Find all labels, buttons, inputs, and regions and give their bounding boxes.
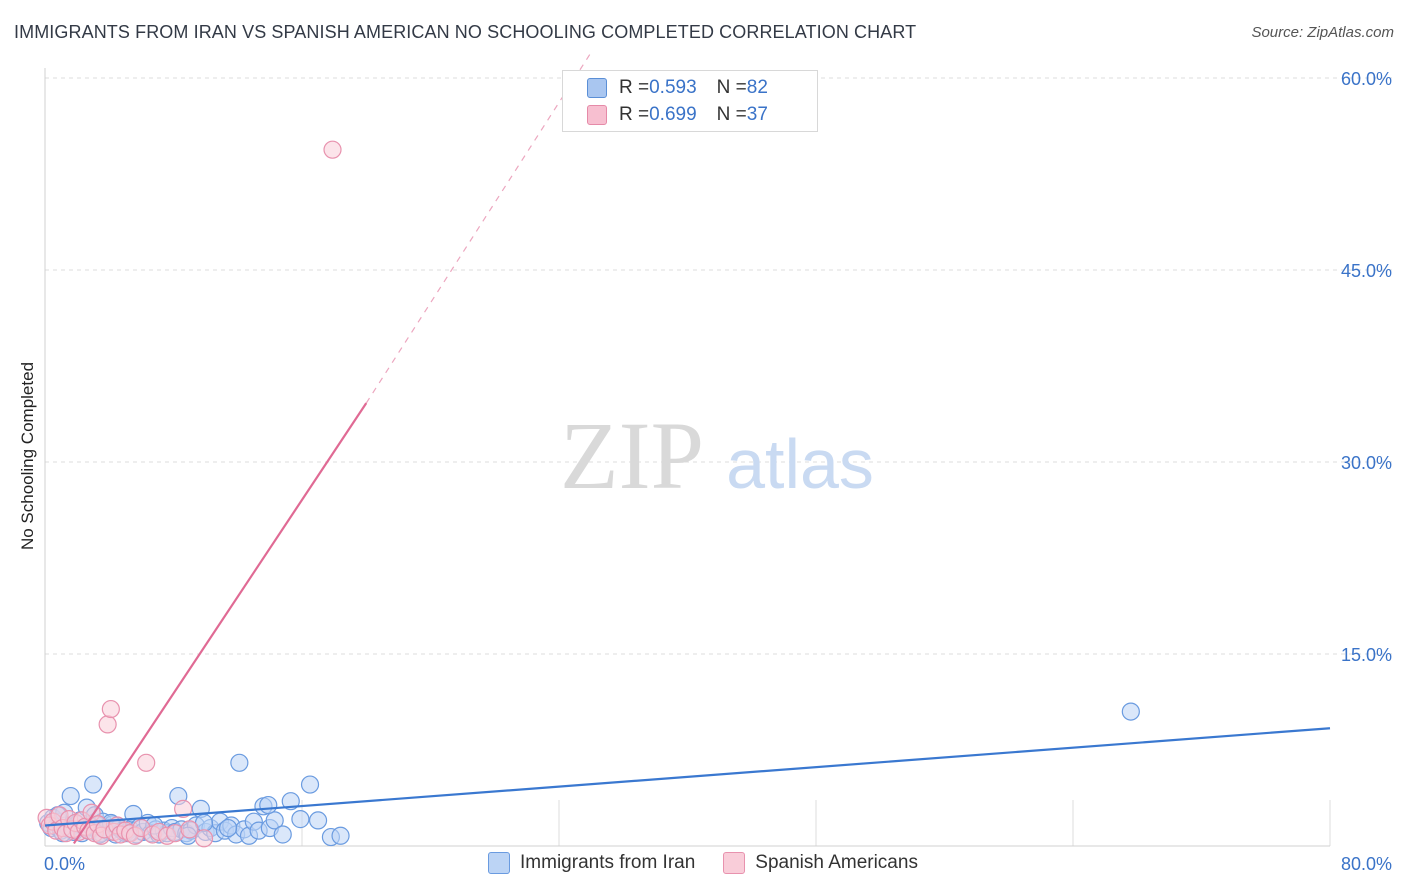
stat-n-label: N = (716, 77, 747, 98)
point-iran (219, 818, 238, 838)
point-spanish (98, 715, 117, 734)
point-iran (273, 825, 292, 844)
axes (44, 68, 1330, 847)
legend-item-spanish[interactable]: Spanish Americans (723, 852, 918, 874)
point-spanish (137, 753, 156, 772)
trend-lines (44, 52, 1331, 845)
watermark: ZIP atlas (560, 402, 874, 509)
legend-swatch-iran (488, 852, 511, 874)
point-iran (308, 811, 328, 830)
stat-n-label: N = (716, 104, 747, 125)
stat-row-iran: R = 0.593 N = 82 (587, 75, 768, 101)
stat-n-value: 82 (746, 77, 768, 98)
point-iran (230, 753, 249, 772)
y-tick-label: 60.0% (1341, 69, 1392, 89)
watermark-zip: ZIP (560, 402, 704, 509)
point-iran (1121, 702, 1140, 721)
stat-r-label: R = (619, 104, 650, 125)
stat-swatch-spanish (587, 105, 607, 125)
point-iran (265, 811, 284, 830)
point-spanish (194, 829, 214, 848)
point-iran (259, 795, 278, 815)
legend-item-iran[interactable]: Immigrants from Iran (488, 852, 695, 874)
stat-row-spanish: R = 0.699 N = 37 (587, 102, 768, 128)
source-credit: Source: ZipAtlas.com (1251, 24, 1394, 41)
point-iran (84, 775, 103, 794)
x-tick-label: 80.0% (1341, 854, 1392, 874)
data-points (37, 140, 1140, 848)
stat-r-label: R = (619, 77, 650, 98)
y-tick-label: 45.0% (1341, 261, 1392, 281)
correlation-stats-box: R = 0.593 N = 82 R = 0.699 N = 37 (562, 70, 818, 132)
stat-swatch-iran (587, 78, 607, 98)
point-iran (281, 792, 300, 811)
stat-n-value: 37 (746, 104, 768, 125)
point-spanish (174, 799, 193, 818)
chart-title: IMMIGRANTS FROM IRAN VS SPANISH AMERICAN… (14, 22, 917, 42)
gridlines (45, 77, 1392, 846)
legend-label-spanish: Spanish Americans (755, 852, 918, 873)
trend-line-spanish-extension (365, 52, 592, 404)
watermark-atlas: atlas (726, 425, 874, 503)
point-iran (61, 786, 80, 806)
y-tick-label: 30.0% (1341, 453, 1392, 473)
chart-legend: Immigrants from Iran Spanish Americans (0, 852, 1406, 874)
x-tick-label: 0.0% (44, 854, 85, 874)
trend-line-spanish (72, 402, 368, 845)
point-iran (291, 810, 310, 829)
y-tick-label: 15.0% (1341, 645, 1392, 665)
legend-label-iran: Immigrants from Iran (520, 852, 696, 873)
point-iran (300, 775, 320, 794)
point-spanish (180, 820, 199, 839)
tick-labels: 15.0% 30.0% 45.0% 60.0% 0.0% 80.0% (44, 69, 1392, 874)
point-iran (331, 826, 350, 845)
legend-swatch-spanish (723, 852, 746, 874)
point-spanish (101, 699, 120, 719)
stat-r-value: 0.699 (649, 104, 697, 125)
trend-line-iran (44, 727, 1331, 827)
point-spanish (323, 140, 342, 159)
stat-r-value: 0.593 (649, 77, 697, 98)
